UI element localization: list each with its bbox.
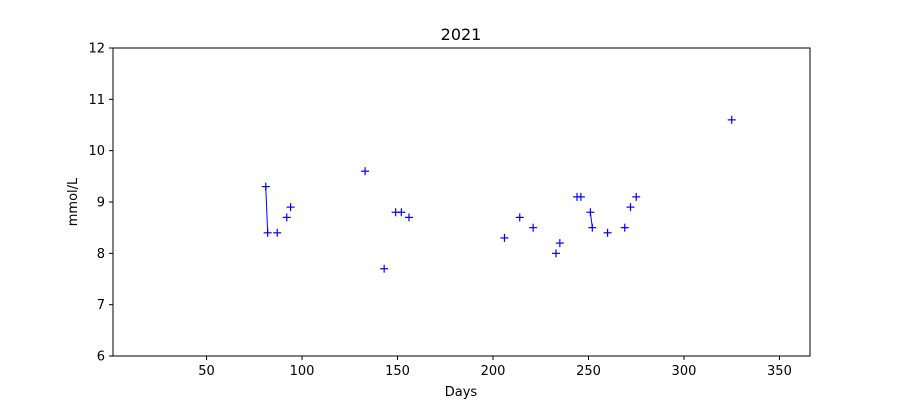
data-point — [515, 213, 524, 222]
x-tick-label: 250 — [576, 364, 601, 379]
data-point — [626, 203, 635, 212]
x-tick-label: 350 — [767, 364, 792, 379]
data-point — [588, 223, 597, 232]
chart-title: 2021 — [441, 25, 482, 44]
x-tick-label: 100 — [290, 364, 315, 379]
data-point — [273, 228, 282, 237]
data-point — [261, 182, 270, 191]
plot-area — [261, 115, 736, 273]
y-axis: 6 7 8 9 10 11 12 — [88, 42, 113, 365]
y-tick-label: 6 — [97, 350, 105, 365]
data-point — [555, 239, 564, 248]
data-point — [500, 233, 509, 242]
y-tick-label: 10 — [88, 144, 105, 159]
data-point — [632, 192, 641, 201]
x-axis: 50 100 150 200 250 300 350 — [198, 356, 792, 379]
data-point — [404, 213, 413, 222]
plot-frame — [112, 47, 811, 357]
data-point — [552, 249, 561, 258]
data-point — [620, 223, 629, 232]
data-point — [603, 228, 612, 237]
series-segment — [265, 186, 269, 233]
y-tick-label: 9 — [97, 196, 105, 211]
data-point — [529, 223, 538, 232]
data-point — [586, 208, 595, 217]
x-tick-label: 150 — [385, 364, 410, 379]
x-tick-label: 300 — [672, 364, 697, 379]
y-tick-label: 11 — [88, 93, 105, 108]
data-point — [576, 192, 585, 201]
data-point — [397, 208, 406, 217]
x-axis-label: Days — [445, 385, 478, 400]
x-tick-label: 50 — [198, 364, 215, 379]
data-point — [282, 213, 291, 222]
data-point — [727, 115, 736, 124]
y-tick-label: 12 — [88, 42, 105, 57]
data-point — [380, 264, 389, 273]
data-point — [263, 228, 272, 237]
y-axis-label: mmol/L — [66, 177, 81, 226]
data-point — [286, 203, 295, 212]
y-tick-label: 8 — [97, 247, 105, 262]
data-point — [361, 167, 370, 176]
x-tick-label: 200 — [481, 364, 506, 379]
y-tick-label: 7 — [97, 298, 105, 313]
